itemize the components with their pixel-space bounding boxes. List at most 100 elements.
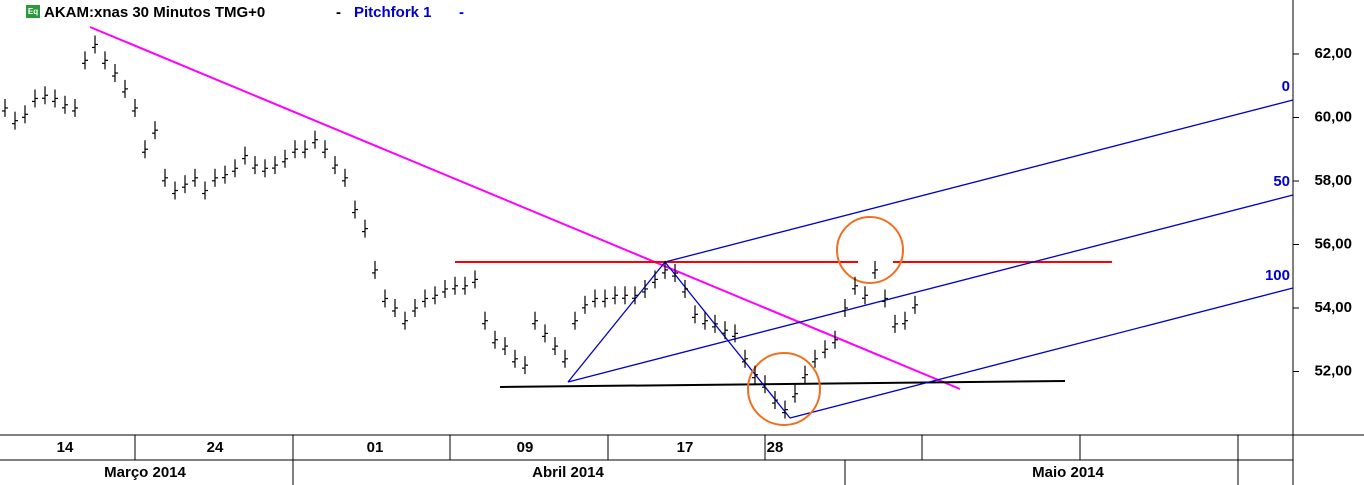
x-tick-label: 01 bbox=[367, 439, 384, 456]
price-bar bbox=[422, 289, 428, 308]
price-bar bbox=[482, 311, 488, 330]
price-bar bbox=[382, 289, 388, 308]
price-bar bbox=[492, 330, 498, 349]
y-tick-label: 60,00 bbox=[1314, 108, 1352, 125]
price-bar bbox=[702, 311, 708, 330]
month-label: Março 2014 bbox=[104, 464, 186, 481]
highlight-circle bbox=[836, 216, 904, 284]
price-bar bbox=[302, 140, 308, 159]
x-tick-label: 17 bbox=[677, 439, 694, 456]
pitchfork-tine bbox=[567, 194, 1294, 383]
price-bar bbox=[632, 286, 638, 305]
y-tick-label: 62,00 bbox=[1314, 45, 1352, 62]
trend-line bbox=[89, 26, 961, 390]
price-bar bbox=[782, 400, 788, 419]
price-bar bbox=[372, 260, 378, 279]
price-bar bbox=[772, 391, 778, 410]
price-bar bbox=[652, 270, 658, 289]
y-tick-label: 56,00 bbox=[1314, 235, 1352, 252]
price-bar bbox=[512, 349, 518, 368]
price-bar bbox=[912, 295, 918, 314]
price-bar bbox=[332, 156, 338, 175]
price-bar bbox=[672, 264, 678, 283]
price-bar bbox=[752, 365, 758, 384]
price-bar bbox=[342, 168, 348, 187]
pitchfork-tine bbox=[789, 287, 1294, 419]
price-bar bbox=[62, 95, 68, 114]
separator: - bbox=[459, 4, 464, 21]
price-bar bbox=[362, 219, 368, 238]
price-bar bbox=[152, 121, 158, 140]
price-bar bbox=[742, 349, 748, 368]
price-bar bbox=[542, 324, 548, 343]
price-bar bbox=[272, 156, 278, 175]
icon-label: Eq bbox=[28, 7, 38, 16]
price-bar bbox=[522, 356, 528, 375]
price-bar bbox=[292, 140, 298, 159]
price-bar bbox=[832, 330, 838, 349]
price-bar bbox=[562, 349, 568, 368]
price-bar bbox=[42, 86, 48, 105]
price-bar bbox=[842, 298, 848, 317]
price-bar bbox=[262, 159, 268, 178]
highlight-circle bbox=[747, 352, 821, 426]
price-bar bbox=[682, 279, 688, 298]
price-bar bbox=[472, 270, 478, 289]
price-bar bbox=[852, 276, 858, 295]
price-bar bbox=[692, 305, 698, 324]
price-bar bbox=[162, 168, 168, 187]
price-bar bbox=[862, 286, 868, 305]
price-bar bbox=[642, 279, 648, 298]
price-bar bbox=[582, 295, 588, 314]
price-bar bbox=[552, 337, 558, 356]
price-bar bbox=[892, 314, 898, 333]
price-bar bbox=[802, 365, 808, 384]
study-title: Pitchfork 1 bbox=[354, 4, 432, 21]
price-bar bbox=[762, 375, 768, 394]
price-bar bbox=[412, 298, 418, 317]
price-bar bbox=[222, 165, 228, 184]
price-bar bbox=[662, 260, 668, 279]
price-bar bbox=[122, 79, 128, 98]
price-bar bbox=[92, 35, 98, 54]
price-bar bbox=[732, 324, 738, 343]
price-bar bbox=[622, 286, 628, 305]
pitchfork-handle bbox=[567, 261, 666, 383]
price-bar bbox=[282, 149, 288, 168]
month-label: Maio 2014 bbox=[1032, 464, 1104, 481]
month-label: Abril 2014 bbox=[532, 464, 604, 481]
pitchfork-level: 100 bbox=[1265, 267, 1290, 284]
price-bar bbox=[602, 289, 608, 308]
price-bar bbox=[352, 200, 358, 219]
price-bar bbox=[232, 159, 238, 178]
price-bar bbox=[902, 311, 908, 330]
price-bar bbox=[212, 168, 218, 187]
price-bar bbox=[192, 168, 198, 187]
price-bar bbox=[872, 260, 878, 279]
price-bar bbox=[242, 146, 248, 165]
price-bar bbox=[82, 51, 88, 70]
pitchfork-level: 0 bbox=[1282, 78, 1290, 95]
price-bar bbox=[392, 298, 398, 317]
price-bar bbox=[462, 276, 468, 295]
price-bar bbox=[202, 181, 208, 200]
price-bar bbox=[112, 64, 118, 83]
icon bbox=[26, 5, 40, 18]
price-bar bbox=[432, 286, 438, 305]
price-bar bbox=[312, 130, 318, 149]
price-bar bbox=[172, 181, 178, 200]
price-bar bbox=[812, 349, 818, 368]
price-bar bbox=[2, 98, 8, 117]
price-bar bbox=[612, 286, 618, 305]
y-tick-label: 54,00 bbox=[1314, 299, 1352, 316]
price-bar bbox=[252, 156, 258, 175]
price-bar bbox=[182, 175, 188, 194]
price-bar bbox=[52, 89, 58, 108]
price-bar bbox=[32, 89, 38, 108]
support-line bbox=[499, 380, 1066, 388]
x-tick-label: 09 bbox=[517, 439, 534, 456]
x-tick-label: 24 bbox=[207, 439, 224, 456]
price-bar bbox=[22, 105, 28, 124]
